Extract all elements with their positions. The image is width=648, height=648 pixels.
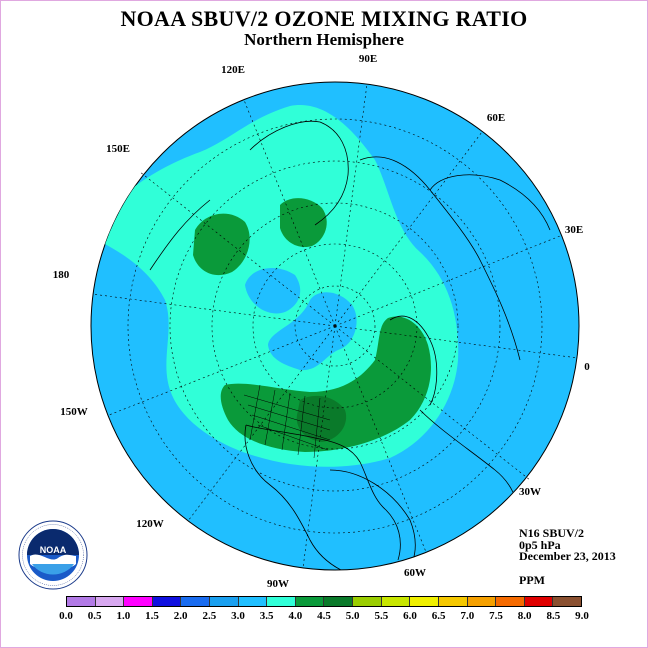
colorbar [66, 596, 582, 607]
colorbar-tick-label: 5.5 [374, 610, 389, 622]
level-label: 0p5 hPa [519, 538, 561, 552]
logo-text: NOAA [40, 545, 67, 555]
units-label: PPM [519, 573, 545, 587]
colorbar-tick-label: 4.5 [317, 610, 331, 622]
colorbar-tick-label: 7.5 [489, 610, 503, 622]
label-lon-150e: 150E [106, 143, 130, 155]
label-lon-0: 0 [584, 361, 590, 373]
colorbar-tick-label: 5.0 [345, 610, 360, 622]
colorbar-swatch-9 [324, 597, 354, 606]
colorbar-tick-label: 3.5 [259, 610, 274, 622]
colorbar-swatch-13 [438, 597, 468, 606]
colorbar-tick-label: 2.5 [202, 610, 217, 622]
colorbar-tick-label: 0.0 [59, 610, 73, 622]
map-subtitle: Northern Hemisphere [244, 30, 404, 49]
meridian-lines [91, 83, 579, 569]
label-lon-120w: 120W [136, 518, 164, 530]
label-lon-60w: 60W [404, 567, 426, 579]
colorbar-tick-label: 6.0 [403, 610, 417, 622]
colorbar-swatch-5 [210, 597, 239, 606]
colorbar-tick-label: 8.5 [546, 610, 561, 622]
latitude-circles [127, 118, 543, 534]
colorbar-swatch-16 [524, 597, 554, 606]
colorbar-ticks: 0.0 0.5 1.0 1.5 2.0 2.5 3.0 3.5 4.0 4.5 5.0 5.5 6.0 6… [0, 610, 648, 626]
label-lon-90e: 90E [359, 53, 377, 65]
label-lon-60e: 60E [487, 112, 505, 124]
contour-band-4-0-4-5-west [193, 213, 250, 276]
label-lon-30e: 30E [565, 224, 583, 236]
colorbar-tick-label: 0.5 [87, 610, 102, 622]
colorbar-tick-label: 8.0 [517, 610, 532, 622]
label-lon-150w: 150W [60, 406, 88, 418]
colorbar-swatch-14 [467, 597, 497, 606]
colorbar-tick-label: 9.0 [575, 610, 589, 622]
map-title: NOAA SBUV/2 OZONE MIXING RATIO [120, 6, 528, 31]
contour-low-patch-1 [245, 267, 301, 314]
label-lon-90w: 90W [267, 578, 289, 590]
contour-band-4-0-4-5-north [280, 198, 327, 248]
logo-ring-lettering [22, 524, 84, 586]
colorbar-swatch-1 [95, 597, 125, 606]
colorbar-tick-label: 7.0 [460, 610, 475, 622]
noaa-logo: NOAA [18, 520, 88, 590]
colorbar-tick-label: 1.0 [116, 610, 131, 622]
colorbar-swatch-4 [181, 597, 211, 606]
us-states [243, 384, 331, 459]
colorbar-swatch-17 [553, 597, 581, 606]
colorbar-swatch-12 [410, 597, 439, 606]
colorbar-swatch-11 [381, 597, 411, 606]
contour-band-4-5-5-0 [296, 395, 347, 442]
colorbar-swatch-15 [496, 597, 525, 606]
instrument-label: N16 SBUV/2 [519, 526, 585, 540]
label-lon-180: 180 [53, 269, 70, 281]
contour-low-patch-2 [268, 292, 357, 371]
colorbar-swatch-3 [152, 597, 182, 606]
colorbar-swatch-6 [238, 597, 268, 606]
date-label: December 23, 2013 [519, 549, 616, 563]
colorbar-tick-label: 6.5 [431, 610, 446, 622]
colorbar-tick-label: 2.0 [173, 610, 188, 622]
colorbar-swatch-8 [295, 597, 325, 606]
colorbar-swatch-10 [353, 597, 382, 606]
colorbar-tick-label: 4.0 [288, 610, 303, 622]
colorbar-swatch-0 [67, 597, 96, 606]
colorbar-swatch-2 [124, 597, 153, 606]
label-lon-30w: 30W [519, 486, 541, 498]
contour-band-4-0-4-5-main [220, 316, 431, 452]
colorbar-tick-label: 3.0 [231, 610, 245, 622]
label-lon-120e: 120E [221, 64, 245, 76]
colorbar-swatch-7 [267, 597, 296, 606]
colorbar-tick-label: 1.5 [145, 610, 159, 622]
